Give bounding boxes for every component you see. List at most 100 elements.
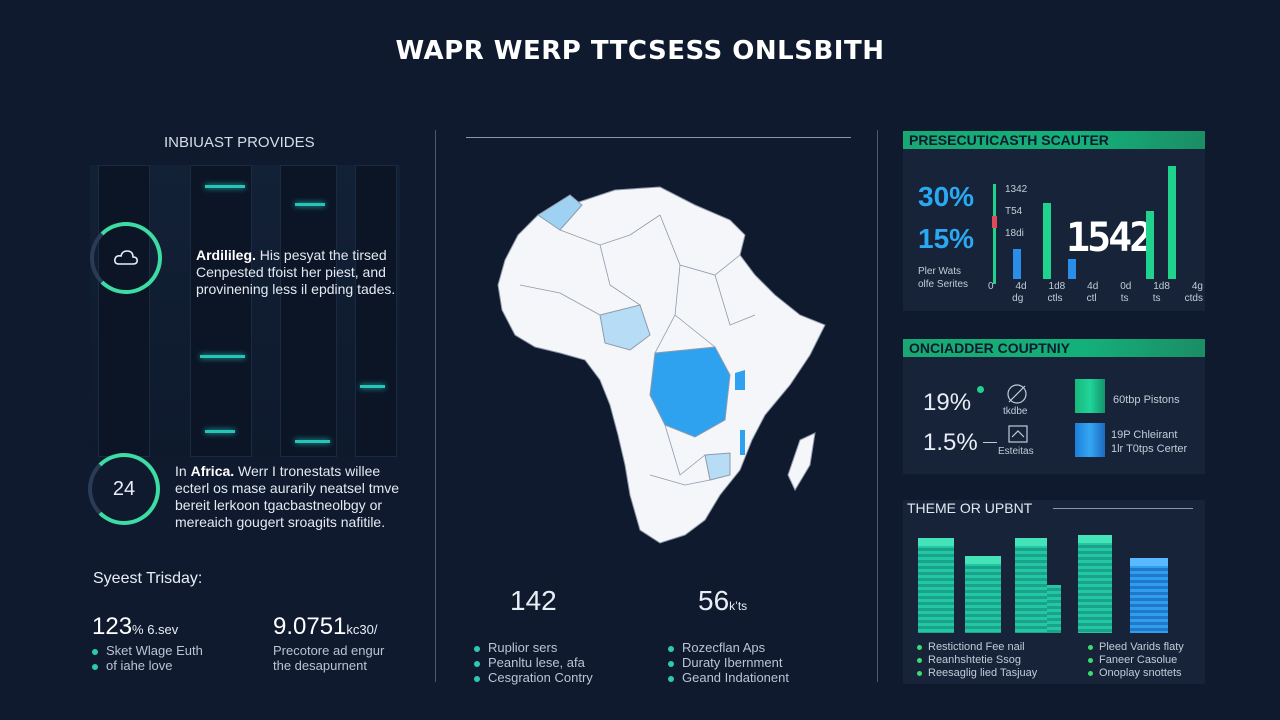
region-west [599, 304, 651, 351]
chart-tower [1047, 585, 1061, 633]
bullet-icon [474, 675, 480, 682]
bullet-icon [917, 670, 922, 676]
bullet-icon [1088, 644, 1093, 650]
region-small [740, 430, 745, 455]
panel-sub-label: olfe Serites [918, 279, 969, 290]
stat-suffix: k’ts [729, 599, 748, 613]
panel-sub-label: Pler Wats [918, 266, 961, 277]
page-title: WAPR WERP TTCSESS ONLSBITH [395, 36, 885, 66]
axis-label-row: 0 4d 1d8 4d 0d 1d8 4g [988, 281, 1203, 292]
text-line: bereit lerkoon tgacbastneolbgy or [175, 497, 383, 513]
panel-title: THEME OR UPBNT [907, 500, 1033, 516]
panel-country: ONCIADDER COUPTNIY 19% tkdbe 1.5% Esteit… [903, 339, 1205, 474]
list-item: Peanltu lese, afa [474, 655, 593, 670]
stat-block: 9.0751kc30/ Precotore ad engur the desap… [273, 613, 423, 673]
dash-line [983, 442, 997, 443]
theme-list-left: Restictiond Fee nail Reanhshtetie Ssog R… [917, 641, 1037, 680]
chart-tower-cap [965, 556, 1001, 564]
server-rack [98, 165, 150, 457]
list-item: Duraty Ibernment [668, 655, 789, 670]
chart-tower-cap [1015, 538, 1047, 546]
text-bold: Ardilileg. [196, 247, 256, 263]
server-rack [190, 165, 252, 457]
chart-tower-cap [1130, 558, 1168, 566]
axis-label: ctds [1184, 293, 1203, 304]
bullet-icon [92, 663, 98, 670]
list-item: Ruplior sers [474, 640, 593, 655]
list-item: Precotore ad engur [273, 643, 385, 658]
axis-label: 0d [1120, 281, 1132, 292]
chart-marker [992, 216, 997, 228]
text-line: provinening less il epding tades. [196, 281, 396, 297]
axis-label-row: dg ctls ctl ts ts ctds [988, 293, 1203, 304]
stat-block: 123% 6.sev Sket Wlage Euth of iahe love [92, 613, 262, 673]
bullet-icon [917, 644, 922, 650]
server-rack [355, 165, 397, 457]
center-list-left: Ruplior sers Peanltu lese, afa Cesgratio… [474, 640, 593, 685]
bullet-icon [1088, 657, 1093, 663]
legend-label: 1lr T0tps Certer [1111, 443, 1188, 455]
percent-row2: 1.5% [923, 429, 978, 456]
list-item: Pleed Varids flaty [1088, 641, 1184, 654]
big-number: 1542 [1066, 215, 1153, 261]
axis-label: ctl [1086, 293, 1097, 304]
list-item: Cesgration Contry [474, 670, 593, 685]
chart-bar [1168, 166, 1176, 279]
percent-row1: 19% [923, 389, 972, 416]
axis-label: 4d [1015, 281, 1027, 292]
chart-tower-cap [1078, 535, 1112, 543]
region-east [735, 370, 745, 390]
left-block-text: Ardilileg. His pesyat the tirsed Cenpest… [196, 247, 396, 298]
panel-title-rule [1053, 508, 1193, 509]
server-led [200, 355, 245, 358]
chart-bar [1146, 211, 1154, 279]
center-stat-right: 56k’ts [698, 585, 747, 617]
chart-bar [1013, 249, 1021, 279]
document-icon [1008, 425, 1028, 443]
server-rack-background [90, 165, 400, 457]
stat-suffix: % 6.sev [132, 622, 179, 637]
bottom-heading: Syeest Trisday: [93, 570, 203, 587]
text-line: Werr I tronestats willee [234, 463, 381, 479]
tick-label: 1342 [1005, 184, 1028, 195]
list-item: Faneer Casolue [1088, 654, 1184, 667]
list-item: Reanhshtetie Ssog [917, 654, 1037, 667]
list-item: Restictiond Fee nail [917, 641, 1037, 654]
chart-tower [965, 563, 1001, 633]
text-line: Cenpested tfoist her piest, and [196, 264, 386, 280]
cloud-icon [114, 250, 138, 265]
center-list-right: Rozecflan Aps Duraty Ibernment Geand Ind… [668, 640, 789, 685]
axis-label: ts [1152, 293, 1161, 304]
legend-label: 60tbp Pistons [1113, 394, 1180, 406]
text-line: In [175, 463, 191, 479]
africa-map [497, 186, 826, 544]
region-central [649, 346, 731, 438]
server-led [295, 203, 325, 206]
axis-label: ctls [1047, 293, 1063, 304]
axis-label: 1d8 [1048, 281, 1066, 292]
chart-tower-cap [918, 538, 954, 546]
text-line: mereaich gougert sroagits nafitile. [175, 514, 386, 530]
axis-label: 4g [1191, 281, 1203, 292]
legend-label: 19P Chleirant [1111, 429, 1178, 441]
panel-title: PRESECUTICASTH SCAUTER [903, 131, 1205, 149]
stat-value: 123 [92, 613, 133, 640]
indicator-dot [977, 386, 984, 393]
stat-value: 56 [698, 585, 730, 616]
center-stat-left: 142 [510, 585, 557, 616]
region-southeast [704, 452, 731, 481]
list-item: the desapurnent [273, 658, 367, 673]
list-item: Onoplay snottets [1088, 667, 1184, 680]
bullet-icon [92, 648, 98, 655]
row-label: Esteitas [998, 446, 1034, 457]
server-rack [280, 165, 337, 457]
list-item: of iahe love [92, 658, 262, 673]
text-bold: Africa. [190, 463, 235, 479]
stat-suffix: kc30/ [346, 622, 378, 637]
left-section-title: INBIUAST PROVIDES [164, 134, 315, 151]
panel-theme: THEME OR UPBNT Restictiond Fee nail Rean… [903, 500, 1205, 684]
axis-label: ts [1120, 293, 1129, 304]
left-block-text: In Africa. Werr I tronestats willee ecte… [175, 463, 400, 531]
chart-tower [1130, 565, 1168, 633]
percent-primary: 30% [918, 181, 975, 212]
